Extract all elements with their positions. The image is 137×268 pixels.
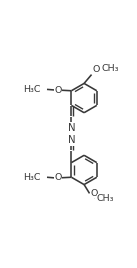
Text: H₃C: H₃C — [23, 173, 40, 182]
Text: CH₃: CH₃ — [102, 64, 119, 73]
Text: CH₃: CH₃ — [97, 194, 115, 203]
Text: N: N — [68, 135, 75, 145]
Text: H₃C: H₃C — [23, 85, 40, 94]
Text: O: O — [54, 85, 62, 95]
Text: O: O — [54, 173, 62, 183]
Text: O: O — [92, 65, 100, 74]
Text: O: O — [90, 189, 98, 198]
Text: N: N — [68, 123, 75, 133]
